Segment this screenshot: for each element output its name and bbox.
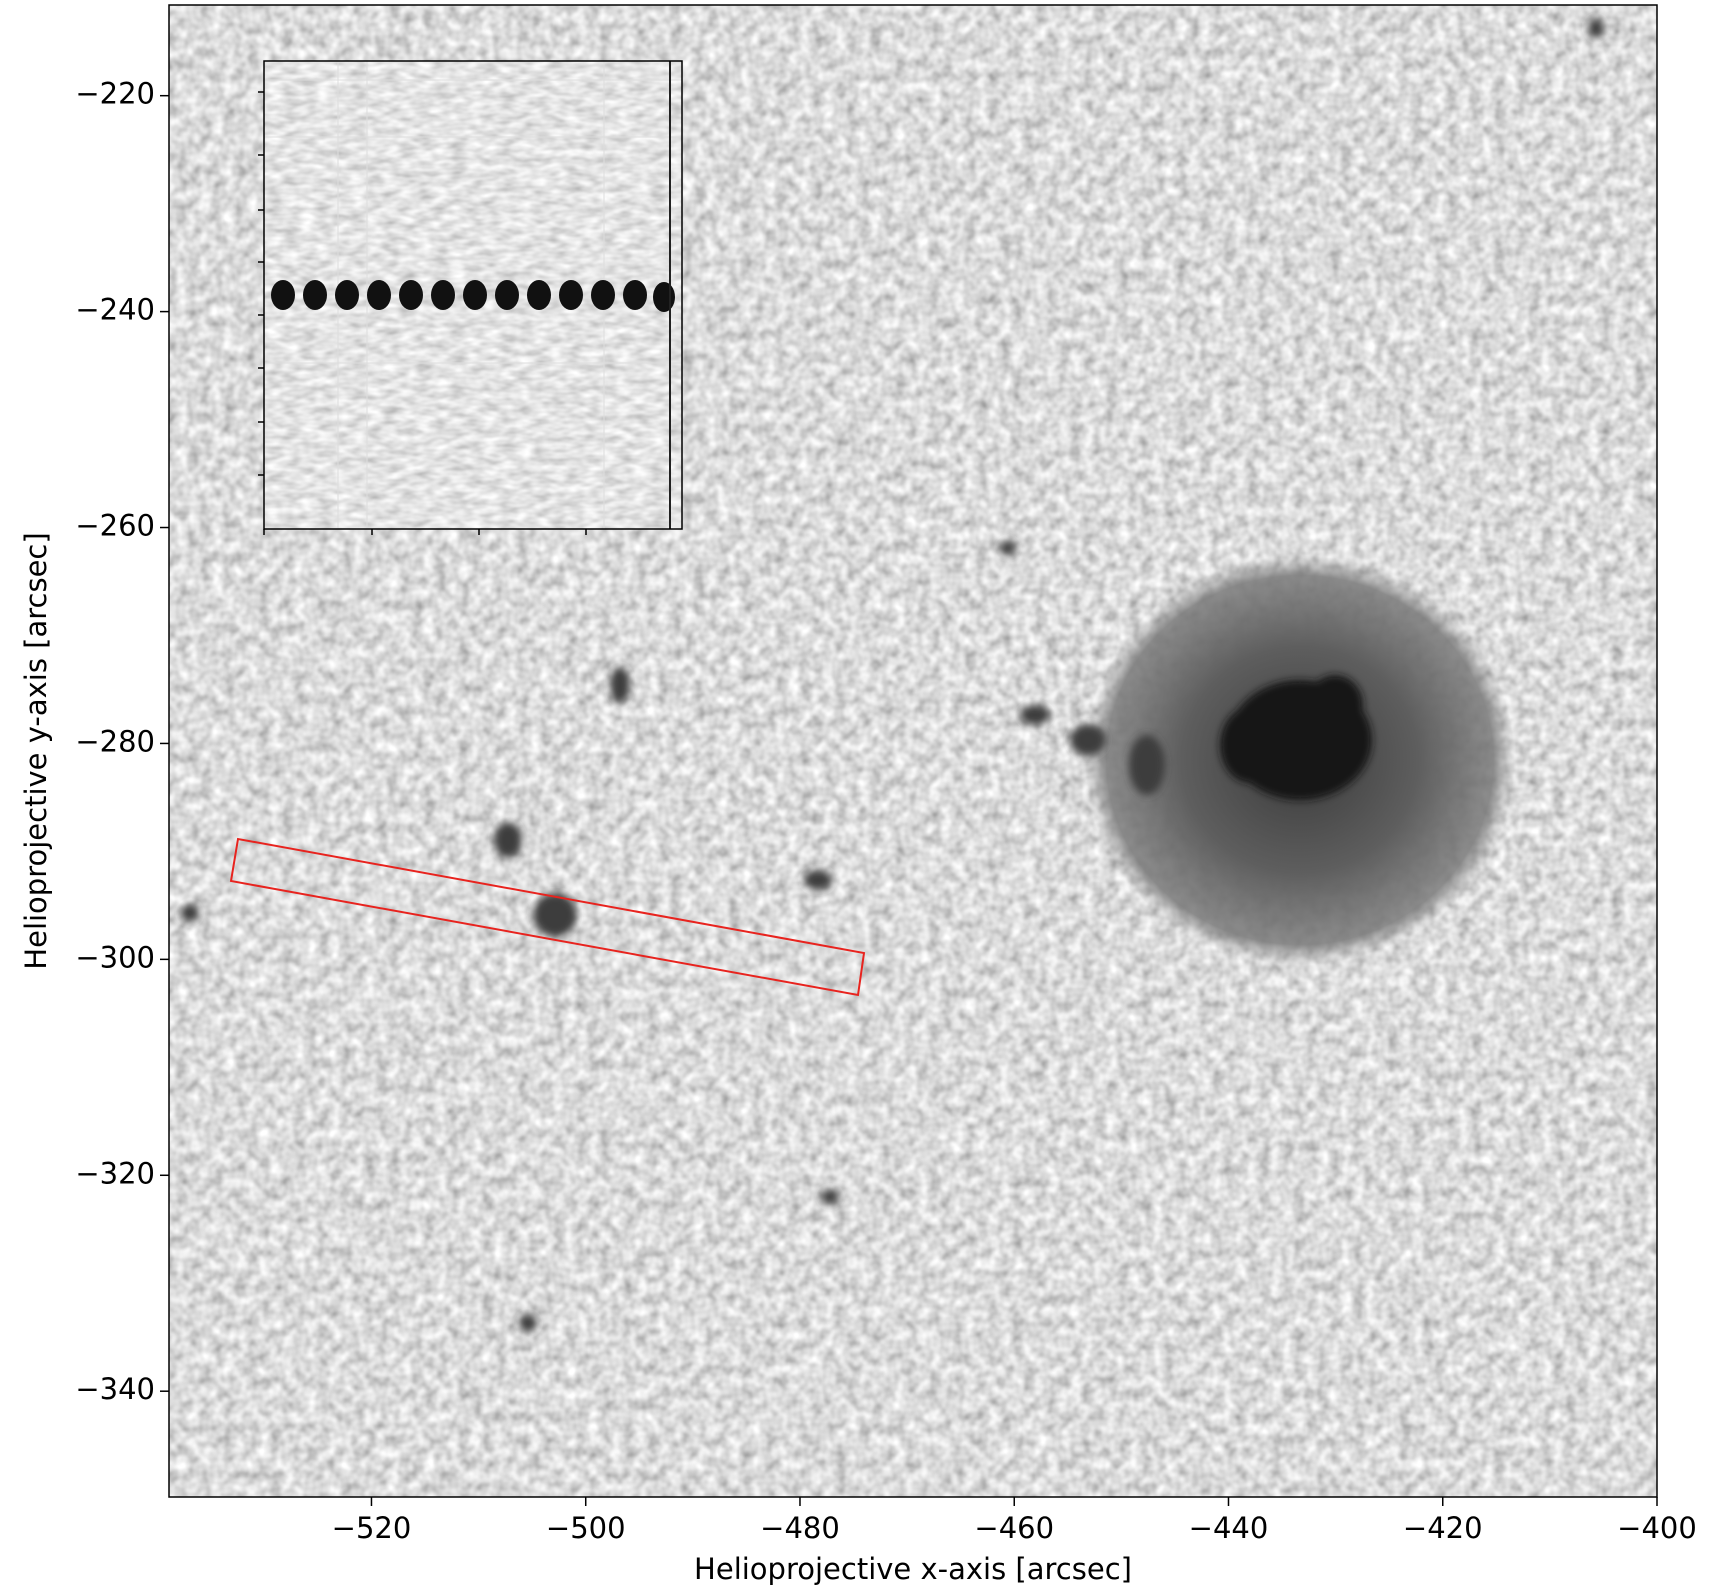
y-tick-label: −280 bbox=[75, 724, 155, 758]
x-tick-label: −440 bbox=[1189, 1511, 1269, 1545]
y-tick-label: −300 bbox=[75, 940, 155, 974]
pores bbox=[181, 18, 1604, 1332]
inset bbox=[258, 60, 683, 535]
x-tick-label: −400 bbox=[1617, 1511, 1697, 1545]
solar-image bbox=[169, 5, 1657, 1497]
inset-ticks bbox=[258, 91, 587, 535]
x-tick-label: −500 bbox=[546, 1511, 626, 1545]
x-tick-label: −420 bbox=[1403, 1511, 1483, 1545]
y-tick-label: −260 bbox=[75, 509, 155, 543]
y-tick-label: −240 bbox=[75, 293, 155, 327]
umbra bbox=[1220, 675, 1372, 800]
x-tick-label: −480 bbox=[760, 1511, 840, 1545]
y-axis-label: Helioprojective y-axis [arcsec] bbox=[19, 532, 53, 969]
x-tick-label: −520 bbox=[332, 1511, 412, 1545]
y-tick-label: −320 bbox=[75, 1156, 155, 1190]
y-tick-label: −340 bbox=[75, 1372, 155, 1406]
plot-frame bbox=[168, 4, 1658, 1498]
region-box bbox=[229, 837, 866, 997]
y-tick-label: −220 bbox=[75, 77, 155, 111]
x-tick-label: −460 bbox=[974, 1511, 1054, 1545]
x-axis-label: Helioprojective x-axis [arcsec] bbox=[694, 1552, 1132, 1586]
